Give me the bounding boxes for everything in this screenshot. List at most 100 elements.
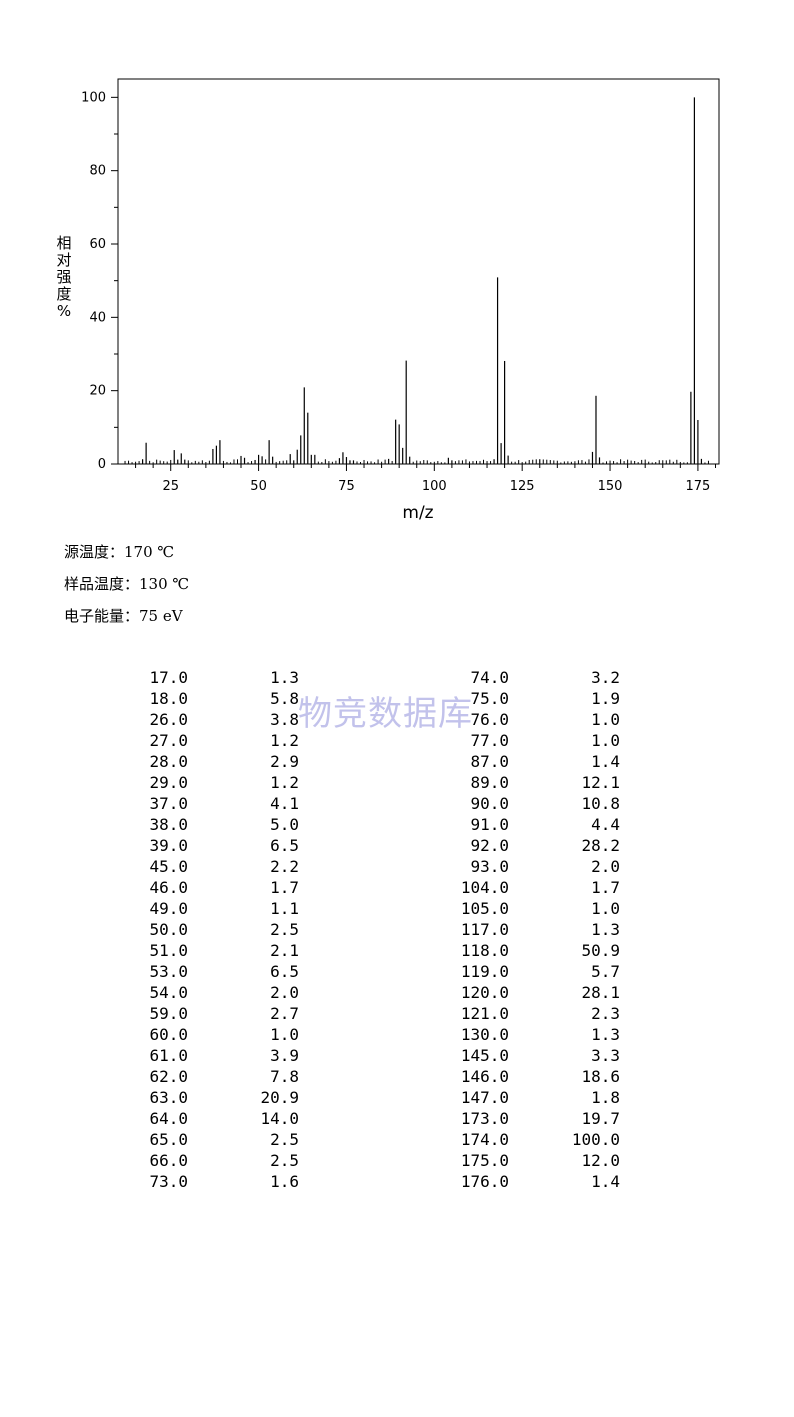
peak-intensity: 1.2: [270, 731, 299, 750]
peak-mz: 54.0: [149, 983, 188, 1002]
peak-mz: 90.0: [470, 794, 509, 813]
peak-mz: 119.0: [460, 962, 509, 981]
peak-intensity: 3.8: [270, 710, 299, 729]
peak-intensity: 4.1: [270, 794, 299, 813]
peak-intensity: 2.3: [591, 1004, 620, 1023]
peak-intensity: 6.5: [270, 836, 299, 855]
peak-mz: 92.0: [470, 836, 509, 855]
peak-mz: 176.0: [460, 1172, 509, 1191]
peak-mz: 174.0: [460, 1130, 509, 1149]
peak-intensity: 14.0: [260, 1109, 299, 1128]
peak-mz: 50.0: [149, 920, 188, 939]
x-tick-label: 150: [598, 479, 623, 494]
peak-intensity: 2.7: [270, 1004, 299, 1023]
plot-frame: [117, 78, 720, 465]
peak-intensity: 1.0: [591, 731, 620, 750]
peak-intensity: 7.8: [270, 1067, 299, 1086]
peak-intensity: 1.4: [591, 1172, 620, 1191]
peak-intensity: 1.3: [270, 668, 299, 687]
y-tick-label: 60: [89, 237, 106, 252]
peak-mz: 65.0: [149, 1130, 188, 1149]
x-tick-label: 175: [685, 479, 710, 494]
sample-temperature: 样品温度：130 ℃: [64, 575, 190, 593]
peak-mz: 17.0: [149, 668, 188, 687]
peak-intensity: 1.7: [270, 878, 299, 897]
peak-mz: 62.0: [149, 1067, 188, 1086]
y-tick-label: 80: [89, 164, 106, 179]
peak-mz: 27.0: [149, 731, 188, 750]
peak-intensity: 2.5: [270, 1151, 299, 1170]
peak-intensity: 1.0: [591, 710, 620, 729]
peak-intensity: 100.0: [571, 1130, 620, 1149]
peak-mz: 18.0: [149, 689, 188, 708]
peak-intensity: 4.4: [591, 815, 620, 834]
peak-mz: 118.0: [460, 941, 509, 960]
svg-text:相对强度%: 相对强度%: [56, 234, 71, 320]
peak-mz: 77.0: [470, 731, 509, 750]
peak-mz: 130.0: [460, 1025, 509, 1044]
peak-intensity: 5.0: [270, 815, 299, 834]
x-tick-label: 25: [162, 479, 179, 494]
peak-mz: 121.0: [460, 1004, 509, 1023]
peak-intensity: 6.5: [270, 962, 299, 981]
peak-mz: 38.0: [149, 815, 188, 834]
x-tick-label: 75: [338, 479, 355, 494]
peak-mz: 75.0: [470, 689, 509, 708]
x-tick-label: 100: [422, 479, 447, 494]
peak-intensity: 18.6: [581, 1067, 620, 1086]
peak-intensity: 1.6: [270, 1172, 299, 1191]
peak-mz: 37.0: [149, 794, 188, 813]
peak-mz: 120.0: [460, 983, 509, 1002]
peak-mz: 117.0: [460, 920, 509, 939]
peak-intensity: 1.3: [591, 920, 620, 939]
peak-intensity: 1.4: [591, 752, 620, 771]
peak-mz: 66.0: [149, 1151, 188, 1170]
peak-intensity: 12.0: [581, 1151, 620, 1170]
peak-mz: 29.0: [149, 773, 188, 792]
peak-intensity: 5.7: [591, 962, 620, 981]
peak-mz: 89.0: [470, 773, 509, 792]
peak-mz: 173.0: [460, 1109, 509, 1128]
peak-intensity: 1.0: [591, 899, 620, 918]
peak-mz: 26.0: [149, 710, 188, 729]
peak-intensity: 28.1: [581, 983, 620, 1002]
peak-mz: 63.0: [149, 1088, 188, 1107]
peak-intensity: 1.7: [591, 878, 620, 897]
peak-intensity: 10.8: [581, 794, 620, 813]
peak-mz: 74.0: [470, 668, 509, 687]
peak-intensity: 19.7: [581, 1109, 620, 1128]
peak-intensity: 2.0: [270, 983, 299, 1002]
peak-mz: 91.0: [470, 815, 509, 834]
peak-mz: 59.0: [149, 1004, 188, 1023]
peak-mz: 175.0: [460, 1151, 509, 1170]
peak-mz: 146.0: [460, 1067, 509, 1086]
peak-intensity: 5.8: [270, 689, 299, 708]
peak-intensity: 2.2: [270, 857, 299, 876]
peak-mz: 147.0: [460, 1088, 509, 1107]
spectrum-peaks: [142, 97, 703, 464]
peak-intensity: 1.2: [270, 773, 299, 792]
peak-mz: 45.0: [149, 857, 188, 876]
x-axis-label: m/z: [402, 503, 433, 523]
peak-intensity: 2.9: [270, 752, 299, 771]
peak-intensity: 2.1: [270, 941, 299, 960]
source-temperature: 源温度：170 ℃: [64, 543, 175, 561]
peak-mz: 87.0: [470, 752, 509, 771]
baseline-noise: [124, 459, 709, 464]
y-tick-label: 0: [98, 457, 106, 472]
peak-mz: 145.0: [460, 1046, 509, 1065]
x-axis-ticks: 25 50 75 100 125 150 175: [135, 464, 716, 494]
peak-intensity: 50.9: [581, 941, 620, 960]
peak-intensity: 3.9: [270, 1046, 299, 1065]
peak-mz: 51.0: [149, 941, 188, 960]
y-tick-label: 100: [81, 90, 106, 105]
y-tick-label: 40: [89, 310, 106, 325]
peak-intensity: 1.3: [591, 1025, 620, 1044]
peak-intensity: 12.1: [581, 773, 620, 792]
peak-mz: 73.0: [149, 1172, 188, 1191]
peak-intensity: 1.9: [591, 689, 620, 708]
y-axis-ticks: 0 20 40 60 80 100: [81, 90, 118, 472]
peak-intensity: 2.0: [591, 857, 620, 876]
peak-intensity: 1.8: [591, 1088, 620, 1107]
peak-mz: 64.0: [149, 1109, 188, 1128]
